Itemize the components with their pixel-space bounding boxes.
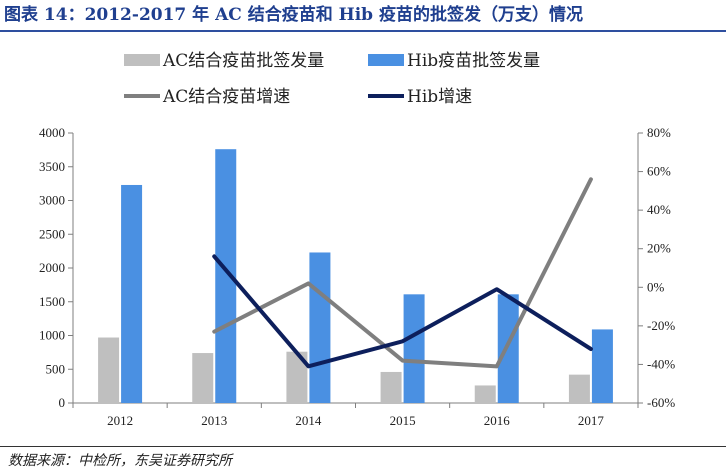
legend-swatch-ac-bar — [124, 54, 160, 66]
y-left-tick-label: 500 — [46, 361, 66, 376]
y-left-tick-label: 2500 — [39, 226, 65, 241]
ac-bar — [98, 337, 120, 403]
y-left-tick-label: 1000 — [39, 328, 65, 343]
ac-bar — [474, 385, 496, 403]
y-right-tick-label: 40% — [647, 202, 671, 217]
x-tick-label: 2012 — [107, 413, 133, 428]
ac-bar — [192, 353, 214, 403]
ac-bar — [286, 351, 308, 403]
y-left-tick-label: 3000 — [39, 193, 65, 208]
hib-growth-line — [212, 254, 593, 369]
y-left-tick-label: 3500 — [39, 159, 65, 174]
legend-swatch-hib-bar — [368, 54, 404, 66]
x-tick-label: 2015 — [390, 413, 416, 428]
source-note: 数据来源：中检所，东吴证券研究所 — [8, 453, 232, 469]
y-right-tick-label: -60% — [647, 395, 675, 410]
x-tick-label: 2013 — [201, 413, 227, 428]
ac-bar — [568, 374, 590, 403]
plot-area: 0 500 1000 1500 2000 2500 3000 3500 4000 -60% -40%… — [39, 125, 675, 428]
hib-bar — [121, 184, 143, 403]
legend-label-hib-line: Hib增速 — [407, 87, 472, 107]
legend: AC结合疫苗批签发量 Hib疫苗批签发量 AC结合疫苗增速 Hib增速 — [124, 51, 540, 107]
ac-growth-line — [212, 177, 593, 369]
ac-bar — [380, 371, 402, 403]
legend-label-ac-line: AC结合疫苗增速 — [162, 87, 290, 107]
hib-bar — [403, 294, 425, 403]
x-tick-label: 2016 — [484, 413, 511, 428]
page-title: 图表 14：2012-2017 年 AC 结合疫苗和 Hib 疫苗的批签发（万支… — [4, 5, 583, 25]
y-left-tick-label: 2000 — [39, 260, 65, 275]
x-tick-label: 2014 — [295, 413, 322, 428]
title-divider — [0, 30, 726, 32]
legend-label-ac-bar: AC结合疫苗批签发量 — [162, 51, 324, 71]
x-tick-label: 2017 — [578, 413, 605, 428]
y-right-tick-label: 0% — [647, 279, 665, 294]
hib-bar — [591, 329, 613, 403]
y-right-tick-label: -20% — [647, 318, 675, 333]
hib-bar — [309, 252, 331, 403]
y-right-tick-label: -40% — [647, 356, 675, 371]
y-right-tick-label: 60% — [647, 164, 671, 179]
source-divider — [0, 446, 726, 447]
hib-bar — [497, 294, 519, 403]
chart: AC结合疫苗批签发量 Hib疫苗批签发量 AC结合疫苗增速 Hib增速 0 500… — [39, 51, 675, 428]
y-left-tick-label: 4000 — [39, 125, 65, 140]
y-left-tick-label: 1500 — [39, 294, 65, 309]
y-right-tick-label: 80% — [647, 125, 671, 140]
legend-label-hib-bar: Hib疫苗批签发量 — [407, 51, 540, 71]
y-left-tick-label: 0 — [59, 395, 66, 410]
hib-bar — [215, 149, 237, 403]
y-right-tick-label: 20% — [647, 241, 671, 256]
